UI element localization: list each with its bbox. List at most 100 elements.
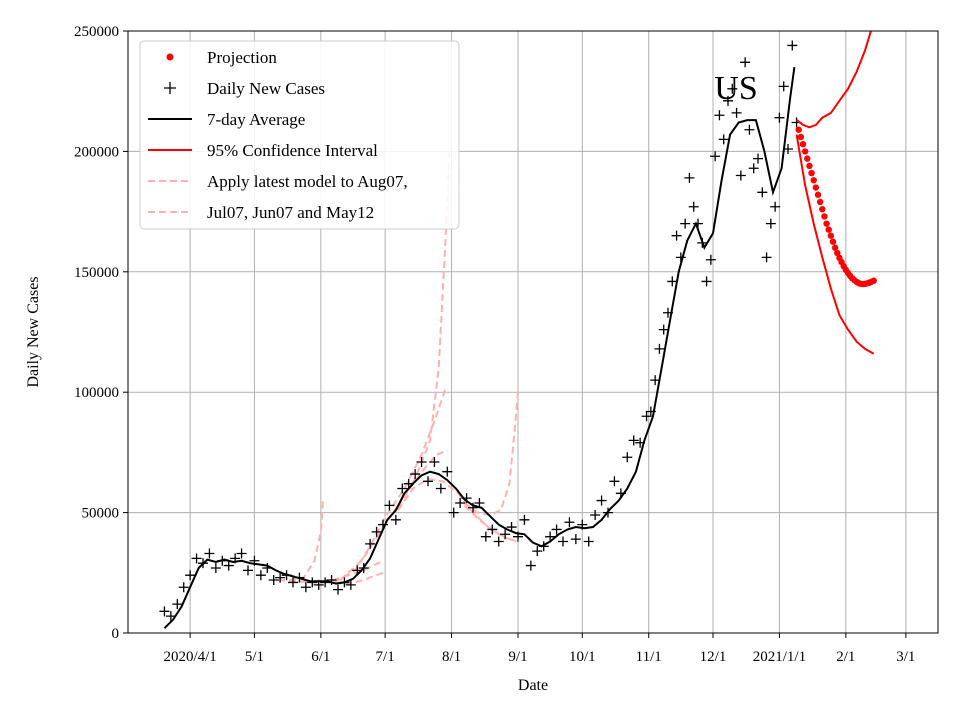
daily-case-marker xyxy=(204,548,215,559)
projection-point xyxy=(812,184,820,191)
projection-point xyxy=(808,169,815,177)
daily-case-marker xyxy=(590,510,601,521)
projection-point xyxy=(797,133,805,141)
daily-case-marker xyxy=(757,187,768,198)
projection-point xyxy=(823,220,830,227)
projection-point xyxy=(825,226,832,233)
average-line xyxy=(163,66,796,629)
x-tick-label: 3/1 xyxy=(896,649,915,665)
ci-line xyxy=(795,134,875,355)
daily-case-marker xyxy=(787,40,798,51)
daily-case-marker xyxy=(753,153,763,164)
model-curve xyxy=(278,500,324,581)
daily-case-marker xyxy=(410,469,421,480)
daily-case-marker xyxy=(701,276,712,287)
daily-case-marker xyxy=(223,560,234,571)
daily-case-marker xyxy=(288,577,298,588)
daily-case-marker xyxy=(448,507,459,518)
projection-point xyxy=(804,155,811,162)
daily-case-marker xyxy=(519,514,530,525)
projection-point xyxy=(799,140,807,148)
daily-case-marker xyxy=(641,411,652,422)
x-tick-label: 5/1 xyxy=(245,649,264,665)
legend-label: Projection xyxy=(207,48,277,67)
ci-line xyxy=(796,31,872,129)
daily-case-marker xyxy=(268,575,279,586)
daily-case-marker xyxy=(671,230,682,241)
legend-label: Apply latest model to Aug07, xyxy=(207,172,408,191)
daily-case-marker xyxy=(371,526,382,537)
projection-point xyxy=(870,277,877,284)
daily-case-marker xyxy=(705,254,716,265)
projection-point xyxy=(821,213,828,220)
legend-box xyxy=(139,40,460,230)
daily-case-marker xyxy=(384,500,395,511)
daily-case-marker xyxy=(684,172,695,183)
daily-case-marker xyxy=(735,170,746,181)
daily-case-marker xyxy=(480,531,491,542)
daily-case-marker xyxy=(275,572,286,583)
daily-case-marker xyxy=(500,529,511,540)
y-tick-label: 0 xyxy=(112,626,120,642)
daily-case-marker xyxy=(596,495,607,506)
y-tick-label: 150000 xyxy=(74,265,119,281)
y-tick-label: 100000 xyxy=(74,385,119,401)
chart-annotation: US xyxy=(714,70,757,107)
model-curve xyxy=(333,571,384,585)
daily-case-marker xyxy=(680,218,691,229)
daily-case-marker xyxy=(442,466,453,477)
daily-case-marker xyxy=(744,124,755,135)
daily-case-marker xyxy=(774,112,785,123)
daily-case-marker xyxy=(416,457,427,468)
daily-case-marker xyxy=(718,134,729,145)
projection-point xyxy=(827,232,835,239)
legend-label: Daily New Cases xyxy=(207,79,325,98)
x-tick-label: 6/1 xyxy=(311,649,330,665)
daily-case-marker xyxy=(778,81,789,92)
projection-point xyxy=(819,205,826,213)
legend-label: 95% Confidence Interval xyxy=(207,141,378,160)
daily-case-marker xyxy=(185,570,196,581)
y-tick-label: 200000 xyxy=(74,144,119,160)
daily-case-marker xyxy=(365,538,376,549)
daily-case-marker xyxy=(397,483,408,494)
daily-case-marker xyxy=(300,582,311,593)
daily-case-marker xyxy=(493,536,504,547)
daily-case-marker xyxy=(429,457,440,468)
projection-point xyxy=(816,198,824,206)
daily-case-marker xyxy=(731,107,742,118)
daily-case-marker xyxy=(545,531,556,542)
daily-case-marker xyxy=(765,218,776,229)
y-tick-label: 50000 xyxy=(82,506,120,522)
daily-case-marker xyxy=(525,560,536,571)
legend: Projection Daily New Cases 7-day Average 95… xyxy=(139,40,460,230)
daily-case-marker xyxy=(723,95,733,106)
daily-case-marker xyxy=(740,57,751,68)
legend-marker-daily xyxy=(164,82,176,94)
daily-case-marker xyxy=(532,546,543,557)
x-tick-label: 11/1 xyxy=(636,649,662,665)
y-tick-label: 250000 xyxy=(74,24,119,40)
y-axis-label: Daily New Cases xyxy=(25,276,42,387)
model-curve xyxy=(397,449,448,509)
legend-label: 7-day Average xyxy=(207,110,305,129)
projection-point xyxy=(834,249,841,257)
model-curve xyxy=(397,477,517,543)
daily-case-marker xyxy=(255,570,266,581)
daily-case-marker xyxy=(551,524,562,535)
daily-case-marker xyxy=(761,252,772,263)
projection-point xyxy=(814,191,822,198)
model-curve xyxy=(463,392,519,517)
x-tick-label: 2020/4/1 xyxy=(163,649,216,665)
daily-case-marker xyxy=(172,599,183,610)
daily-case-marker xyxy=(455,497,466,508)
x-axis-label: Date xyxy=(518,677,548,694)
x-tick-label: 8/1 xyxy=(442,649,461,665)
legend-marker-projection xyxy=(166,53,174,61)
series-group xyxy=(159,31,877,629)
legend-label: Jul07, Jun07 and May12 xyxy=(207,203,374,222)
projection-point xyxy=(829,238,837,245)
daily-case-marker xyxy=(210,562,221,573)
daily-case-marker xyxy=(236,548,247,559)
